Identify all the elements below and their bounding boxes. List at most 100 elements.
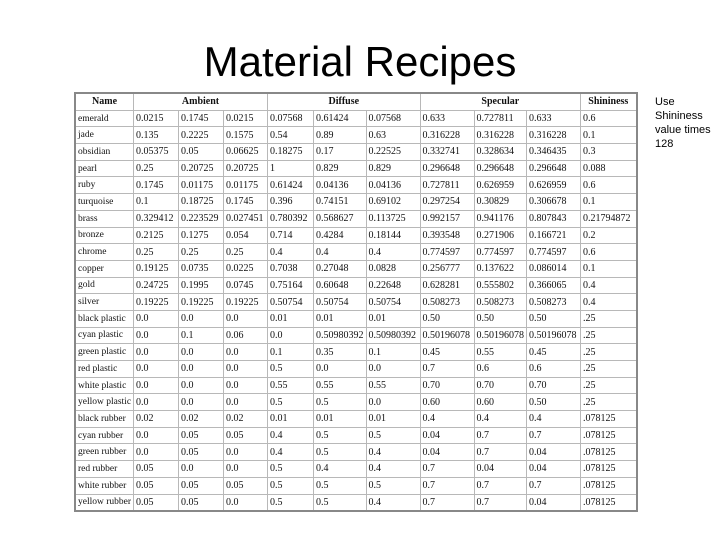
value-cell: .078125 xyxy=(580,476,638,495)
value-cell: 0.17 xyxy=(313,143,367,161)
value-cell: 0.75164 xyxy=(267,276,315,295)
value-cell: 0.50 xyxy=(419,309,475,328)
value-cell: 0.1745 xyxy=(223,193,269,211)
value-cell: 0.4 xyxy=(580,276,638,295)
value-cell: 0.04 xyxy=(526,460,582,478)
value-cell: 0.6 xyxy=(473,360,528,378)
value-cell: 0.0735 xyxy=(178,259,225,278)
value-cell: 0.0 xyxy=(223,443,269,462)
value-cell: 0.807843 xyxy=(526,209,582,228)
table-row: ruby 0.1745 0.01175 0.01175 0.61424 0.04136 0.… xyxy=(74,176,638,195)
value-cell: 0.05 xyxy=(133,460,180,478)
value-cell: 0.306678 xyxy=(526,193,582,211)
value-cell: 0.0 xyxy=(313,360,367,378)
value-cell: 0.55 xyxy=(473,343,528,361)
value-cell: 0.346435 xyxy=(526,143,582,161)
value-cell: 0.05 xyxy=(133,493,180,512)
value-cell: 0.4 xyxy=(473,410,528,428)
value-cell: 0.6 xyxy=(580,176,638,195)
value-cell: 0.296648 xyxy=(473,159,528,178)
value-cell: 0.555802 xyxy=(473,276,528,295)
value-cell: 0.568627 xyxy=(313,209,367,228)
value-cell: 0.7 xyxy=(419,460,475,478)
value-cell: 0.1 xyxy=(580,126,638,145)
value-cell: 0.0 xyxy=(133,326,180,345)
value-cell: 0.18275 xyxy=(267,143,315,161)
table-row: red rubber 0.05 0.0 0.0 0.5 0.4 0.4 0.7 0.04 0.04… xyxy=(74,460,638,478)
value-cell: 0.05 xyxy=(223,426,269,445)
table-row: red plastic 0.0 0.0 0.0 0.5 0.0 0.0 0.7 0.6 0.6.2… xyxy=(74,360,638,378)
value-cell: 0.01 xyxy=(267,410,315,428)
value-cell: 0.60 xyxy=(419,393,475,412)
value-cell: 0.0 xyxy=(178,343,225,361)
value-cell: 0.05 xyxy=(178,476,225,495)
value-cell: 0.1745 xyxy=(133,176,180,195)
value-cell: 0.714 xyxy=(267,226,315,245)
value-cell: 0.50196078 xyxy=(526,326,582,345)
value-cell: 0.54 xyxy=(267,126,315,145)
value-cell: 0.633 xyxy=(419,109,475,128)
value-cell: 0.113725 xyxy=(365,209,421,228)
value-cell: 0.61424 xyxy=(313,109,367,128)
material-name-cell: emerald xyxy=(74,109,135,128)
value-cell: 0.5 xyxy=(365,476,421,495)
value-cell: 0.25 xyxy=(178,243,225,261)
value-cell: 0.50 xyxy=(526,309,582,328)
material-name-cell: yellow plastic xyxy=(74,393,135,412)
value-cell: 0.55 xyxy=(365,376,421,395)
value-cell: 0.332741 xyxy=(419,143,475,161)
value-cell: 0.55 xyxy=(313,376,367,395)
value-cell: .078125 xyxy=(580,426,638,445)
value-cell: 0.0 xyxy=(133,309,180,328)
header-name: Name xyxy=(74,92,135,111)
value-cell: 0.633 xyxy=(526,109,582,128)
table-row: black rubber 0.02 0.02 0.02 0.01 0.01 0.01 0.4 0… xyxy=(74,410,638,428)
value-cell: 0.4 xyxy=(365,493,421,512)
value-cell: 0.223529 xyxy=(178,209,225,228)
value-cell: .25 xyxy=(580,393,638,412)
material-name-cell: chrome xyxy=(74,243,135,261)
value-cell: 0.04 xyxy=(419,426,475,445)
table-row: green rubber 0.0 0.05 0.0 0.4 0.5 0.4 0.04 0.7 0.… xyxy=(74,443,638,462)
material-name-cell: turquoise xyxy=(74,193,135,211)
value-cell: 0.7 xyxy=(473,443,528,462)
value-cell: 0.19225 xyxy=(178,293,225,311)
value-cell: 0.05 xyxy=(133,476,180,495)
value-cell: 0.30829 xyxy=(473,193,528,211)
value-cell: 0.01 xyxy=(313,309,367,328)
value-cell: 0.19225 xyxy=(133,293,180,311)
value-cell: 0.5 xyxy=(267,476,315,495)
value-cell: 0.3 xyxy=(580,143,638,161)
value-cell: 0.18144 xyxy=(365,226,421,245)
value-cell: 0.5 xyxy=(267,493,315,512)
value-cell: 0.7 xyxy=(526,426,582,445)
value-cell: 0.0215 xyxy=(133,109,180,128)
value-cell: 0.1575 xyxy=(223,126,269,145)
value-cell: 0.4284 xyxy=(313,226,367,245)
value-cell: 0.20725 xyxy=(178,159,225,178)
value-cell: 0.296648 xyxy=(419,159,475,178)
value-cell: 0.24725 xyxy=(133,276,180,295)
value-cell: 0.941176 xyxy=(473,209,528,228)
value-cell: 0.7038 xyxy=(267,259,315,278)
value-cell: 0.4 xyxy=(313,243,367,261)
shininess-note: Use Shininess value times 128 xyxy=(655,96,711,150)
value-cell: 0.1995 xyxy=(178,276,225,295)
table-header-row: Name Ambient Diffuse Specular Shininess xyxy=(74,92,638,111)
value-cell: 0.774597 xyxy=(526,243,582,261)
value-cell: 0.50 xyxy=(473,309,528,328)
value-cell: 0.727811 xyxy=(473,109,528,128)
value-cell: 0.6 xyxy=(580,243,638,261)
table-row: copper 0.19125 0.0735 0.0225 0.7038 0.27048 0.… xyxy=(74,259,638,278)
value-cell: 0.50196078 xyxy=(419,326,475,345)
value-cell: 0.1 xyxy=(267,343,315,361)
value-cell: 0.05 xyxy=(178,426,225,445)
table-row: yellow rubber 0.05 0.05 0.0 0.5 0.5 0.4 0.7 0.7 0… xyxy=(74,493,638,512)
value-cell: 0.137622 xyxy=(473,259,528,278)
value-cell: 0.0 xyxy=(133,343,180,361)
value-cell: 0.22648 xyxy=(365,276,421,295)
value-cell: 0.01 xyxy=(365,309,421,328)
value-cell: 0.35 xyxy=(313,343,367,361)
value-cell: 0.5 xyxy=(313,493,367,512)
value-cell: 0.21794872 xyxy=(580,209,638,228)
